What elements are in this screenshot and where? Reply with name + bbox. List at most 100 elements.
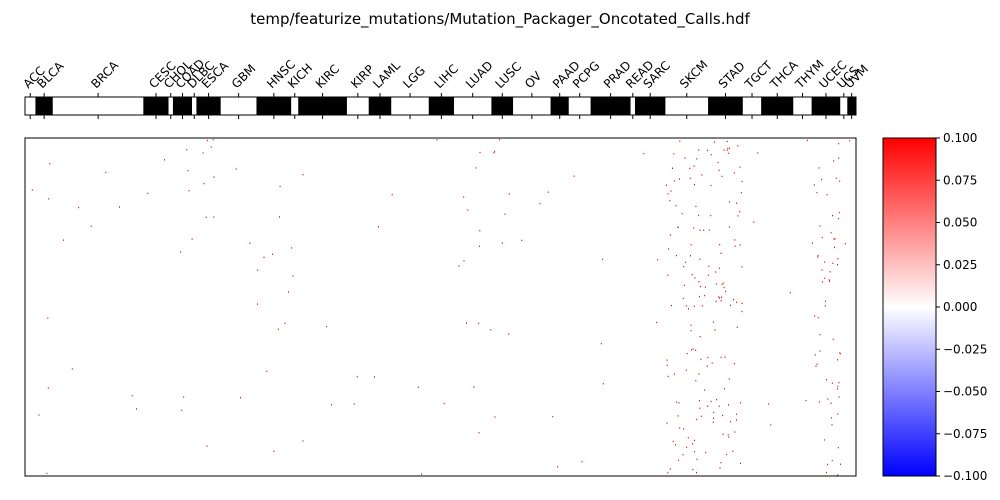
mutation-cell [508,333,510,335]
mutation-cell [736,301,738,303]
category-label-kirc: KIRC [313,62,342,91]
mutation-cell [498,139,500,141]
mutation-cell [700,415,702,417]
mutation-cell [552,415,554,418]
colorbar-tick-label: −0.025 [943,342,987,356]
mutation-cell [728,152,730,154]
mutation-cell [834,238,836,240]
mutation-cell [668,248,670,250]
mutation-cell [821,269,823,271]
mutation-cell [837,263,838,266]
mutation-cell [819,350,821,352]
mutation-cell [711,362,713,364]
mutation-cell [816,363,818,365]
category-segment-tgct [742,97,762,115]
mutation-cell [718,405,720,407]
mutation-cell [825,300,826,302]
mutation-cell [714,329,716,331]
mutation-cell [689,167,691,169]
mutation-cell [677,415,679,417]
mutation-cell [706,365,708,367]
mutation-cell [734,431,736,433]
mutation-cell [279,185,281,188]
mutation-cell [691,349,692,351]
mutation-cell [681,213,683,215]
colorbar-tick-label: −0.050 [943,385,987,399]
mutation-cell [827,463,829,466]
heatmap-background [25,138,856,476]
category-segment-kich [291,97,299,115]
mutation-cell [180,251,182,253]
mutation-cell [686,352,688,355]
mutation-cell [669,234,671,236]
mutation-cell [741,302,743,304]
mutation-cell [719,297,721,299]
category-label-tgct: TGCT [742,58,776,92]
mutation-cell [694,439,695,442]
mutation-cell [203,183,205,185]
mutation-cell [475,167,477,169]
mutation-cell [815,365,817,367]
mutation-cell [683,428,685,430]
mutation-cell [727,147,729,150]
mutation-cell [673,153,675,155]
mutation-cell [713,411,715,414]
mutation-cell [740,402,742,404]
mutation-cell [353,403,355,405]
mutation-cell [284,322,286,324]
mutation-cell [266,370,268,372]
mutation-cell [685,261,687,264]
mutation-cell [727,434,729,436]
category-segment-paad [550,97,569,115]
mutation-cell [814,354,816,356]
mutation-cell [703,229,705,231]
mutation-cell [667,274,669,276]
mutation-cell [479,245,481,247]
category-label-lusc: LUSC [493,59,525,91]
mutation-cell [832,338,834,340]
mutation-cell [698,281,700,283]
mutation-cell [521,239,523,241]
mutation-cell [690,244,692,246]
mutation-cell [837,359,838,361]
mutation-cell [726,140,728,143]
mutation-cell [838,157,840,159]
mutation-cell [688,308,689,310]
mutation-cell [839,180,841,182]
category-segment-cesc [143,97,169,115]
mutation-cell [728,147,730,149]
category-segment-read [630,97,635,115]
mutation-cell [331,404,332,406]
mutation-cell [436,139,438,141]
mutation-cell [734,245,736,247]
mutation-cell [205,216,207,218]
mutation-cell [737,215,739,217]
mutation-cell [675,254,677,257]
mutation-cell [643,152,645,155]
mutation-cell [821,236,823,239]
category-segment-pcpg [568,97,591,115]
mutation-cell [501,242,503,244]
category-label-lgg: LGG [400,63,428,91]
mutation-cell [667,193,669,195]
mutation-cell [669,200,671,202]
mutation-cell [713,417,714,419]
mutation-cell [828,279,830,281]
mutation-cell [673,373,675,375]
mutation-cell [829,280,830,282]
mutation-cell [212,139,214,141]
mutation-cell [710,400,712,403]
mutation-cell [684,157,686,159]
mutation-cell [715,300,717,303]
mutation-cell [699,336,701,338]
mutation-cell [257,303,258,305]
mutation-cell [704,295,706,297]
mutation-cell [708,229,710,231]
mutation-cell [757,152,759,154]
mutation-cell [694,277,696,279]
colorbar-tick-label: 0.025 [943,258,977,272]
mutation-cell [770,424,772,426]
mutation-cell [573,175,575,177]
mutation-cell [740,192,742,194]
mutation-cell [696,158,698,160]
